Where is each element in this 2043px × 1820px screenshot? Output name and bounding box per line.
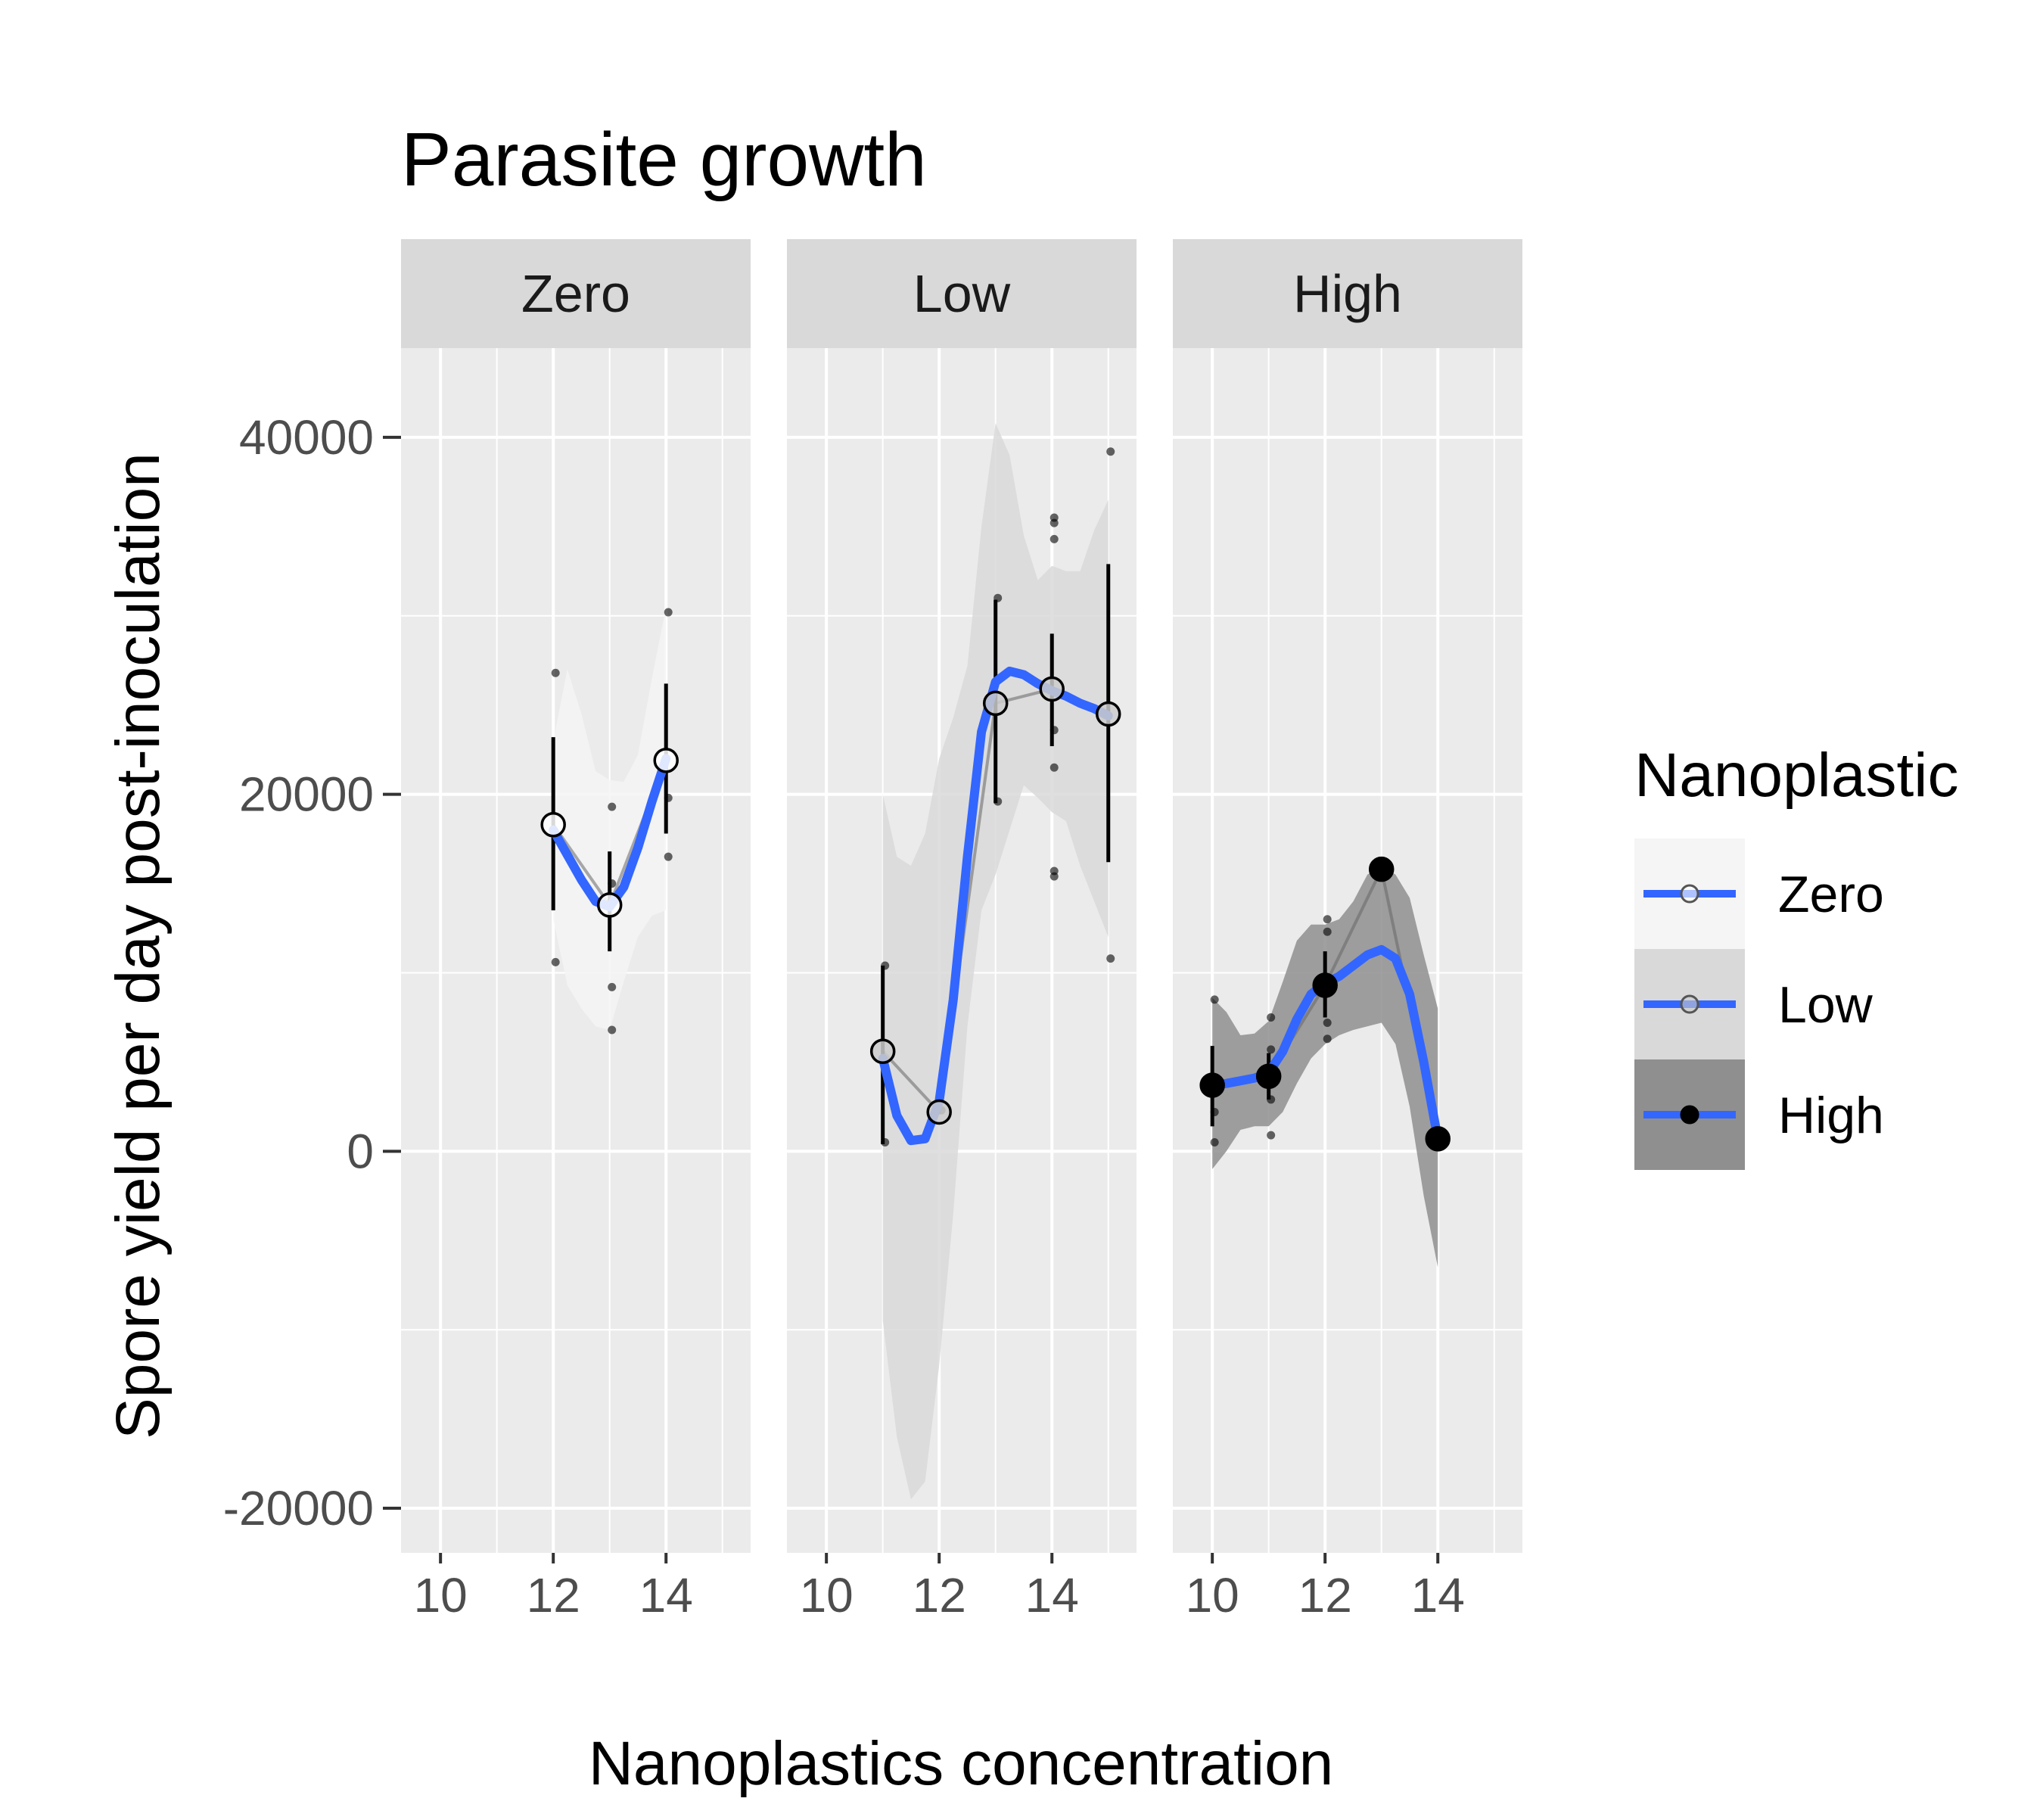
- x-tick-label: 10: [1186, 1568, 1239, 1622]
- raw-data-point: [1049, 726, 1059, 735]
- legend-title: Nanoplastic: [1634, 741, 1958, 810]
- mean-point: [1255, 1063, 1282, 1090]
- mean-point: [869, 1038, 896, 1065]
- legend-key-point: [1680, 994, 1699, 1014]
- raw-data-point: [1323, 1034, 1332, 1044]
- legend: Nanoplastic Zero Low High: [1634, 741, 1958, 1170]
- raw-data-point: [881, 961, 890, 970]
- x-tick-label: 14: [1411, 1568, 1465, 1622]
- raw-data-point: [1049, 763, 1059, 772]
- panel-high: High 10 12 14: [1173, 239, 1522, 1622]
- x-axis-title: Nanoplastics concentration: [589, 1729, 1334, 1798]
- raw-data-point: [1210, 1107, 1219, 1116]
- x-tick-label: 12: [527, 1568, 580, 1622]
- legend-label: Zero: [1778, 866, 1884, 923]
- panel-zero: Zero 10 12 14: [401, 239, 751, 1622]
- y-tick-label: 0: [347, 1124, 374, 1178]
- mean-point: [926, 1099, 952, 1125]
- confidence-ribbon: [553, 607, 667, 1030]
- raw-data-point: [664, 852, 673, 861]
- facet-strip: [787, 239, 1137, 348]
- mean-point: [982, 690, 1009, 717]
- panel-low: Low 10 12 14: [787, 239, 1137, 1622]
- raw-data-point: [1323, 927, 1332, 936]
- mean-point: [1095, 701, 1121, 727]
- raw-data-point: [1267, 1131, 1276, 1140]
- x-tick-label: 10: [800, 1568, 854, 1622]
- raw-data-point: [608, 1025, 617, 1034]
- facet-strip-label: Low: [913, 264, 1011, 323]
- raw-data-point: [881, 1138, 890, 1147]
- raw-data-point: [1210, 1138, 1219, 1147]
- raw-data-point: [1106, 447, 1115, 456]
- raw-data-point: [1267, 1013, 1276, 1022]
- raw-data-point: [1323, 915, 1332, 924]
- raw-data-point: [1323, 1019, 1332, 1028]
- raw-data-point: [1267, 1045, 1276, 1054]
- raw-data-point: [1106, 954, 1115, 963]
- raw-data-point: [664, 608, 673, 617]
- y-tick-label: -20000: [223, 1481, 374, 1535]
- legend-label: Low: [1778, 976, 1874, 1034]
- legend-key-high: [1634, 1059, 1745, 1170]
- x-tick-label: 12: [1298, 1568, 1352, 1622]
- confidence-ribbon: [1212, 866, 1438, 1268]
- raw-data-point: [608, 879, 617, 888]
- mean-point: [540, 811, 566, 838]
- y-tick-label: 40000: [239, 410, 374, 465]
- raw-data-point: [551, 957, 560, 966]
- y-axis-title: Spore yield per day post-inoculation: [104, 453, 173, 1439]
- legend-key-point: [1680, 1105, 1699, 1125]
- raw-data-point: [608, 802, 617, 811]
- facet-strip-label: High: [1293, 264, 1402, 323]
- raw-data-point: [1049, 534, 1059, 543]
- y-tick-label: 20000: [239, 767, 374, 822]
- legend-key-low: [1634, 949, 1745, 1059]
- x-tick-label: 14: [639, 1568, 693, 1622]
- raw-data-point: [1210, 995, 1219, 1004]
- raw-data-point: [1049, 518, 1059, 527]
- raw-data-point: [1267, 1095, 1276, 1104]
- legend-key-zero: [1634, 838, 1745, 949]
- x-tick-label: 14: [1025, 1568, 1079, 1622]
- mean-point: [1199, 1072, 1225, 1098]
- y-axis: -20000 0 20000 40000: [223, 410, 401, 1535]
- raw-data-point: [1049, 872, 1059, 881]
- raw-data-point: [994, 797, 1003, 806]
- x-tick-label: 12: [913, 1568, 966, 1622]
- facet-strip: [401, 239, 751, 348]
- facet-strip: [1173, 239, 1522, 348]
- legend-label: High: [1778, 1087, 1884, 1144]
- raw-data-point: [664, 793, 673, 802]
- mean-point: [653, 748, 679, 773]
- mean-point: [1039, 676, 1065, 702]
- raw-data-point: [994, 593, 1003, 602]
- mean-point: [596, 892, 623, 918]
- mean-point: [1425, 1126, 1451, 1152]
- mean-point: [1368, 856, 1395, 882]
- legend-key-point: [1680, 884, 1699, 904]
- facet-panels: Zero 10 12 14 Low 10 12 14 High 10 12 14: [401, 239, 1522, 1622]
- x-tick-label: 10: [414, 1568, 468, 1622]
- raw-data-point: [608, 982, 617, 991]
- smooth-line: [878, 666, 1113, 1146]
- facet-strip-label: Zero: [521, 264, 630, 323]
- mean-point: [1312, 972, 1338, 998]
- chart-title: Parasite growth: [401, 117, 927, 202]
- raw-data-point: [551, 668, 560, 677]
